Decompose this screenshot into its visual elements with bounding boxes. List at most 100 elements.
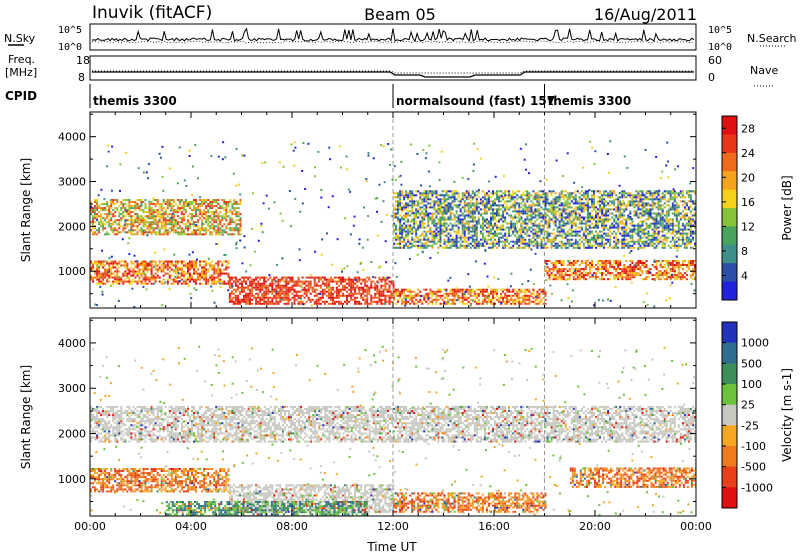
echo-cell — [581, 204, 583, 206]
echo-cell — [137, 227, 139, 229]
echo-cell — [314, 279, 316, 281]
echo-cell — [163, 263, 165, 265]
echo-cell — [338, 277, 340, 279]
echo-cell — [462, 233, 464, 235]
echo-cell — [508, 243, 510, 245]
echo-cell — [215, 215, 217, 217]
echo-cell — [646, 278, 648, 280]
echo-cell — [565, 210, 567, 212]
echo-cell — [277, 295, 279, 297]
echo-cell — [490, 247, 492, 249]
echo-cell — [415, 229, 417, 231]
echo-cell — [354, 297, 356, 299]
echo-cell — [692, 262, 694, 264]
echo-cell — [401, 299, 403, 301]
echo-cell — [559, 192, 561, 194]
echo-cell — [621, 278, 623, 280]
echo-cell — [692, 264, 694, 266]
echo-cell — [514, 204, 516, 206]
echo-cell — [350, 281, 352, 283]
echo-cell — [633, 272, 635, 274]
echo-cell — [589, 206, 591, 208]
echo-cell — [506, 233, 508, 235]
echo-cell — [411, 229, 413, 231]
echo-cell — [496, 204, 498, 206]
echo-cell — [145, 279, 147, 281]
echo-cell — [191, 275, 193, 277]
echo-cell — [646, 266, 648, 268]
echo-cell — [227, 261, 229, 263]
echo-cell — [593, 198, 595, 200]
echo-cell — [526, 245, 528, 247]
echo-cell — [332, 301, 334, 303]
echo-cell — [350, 289, 352, 291]
echo-cell — [686, 266, 688, 268]
echo-cell — [332, 295, 334, 297]
echo-cell — [435, 190, 437, 192]
echo-cell — [466, 192, 468, 194]
echo-cell — [169, 219, 171, 221]
echo-cell — [466, 223, 468, 225]
echo-cell — [585, 278, 587, 280]
echo-cell — [506, 299, 508, 301]
echo-cell — [366, 299, 368, 301]
echo-cell — [680, 272, 682, 274]
freq-tick-high: 18 — [76, 54, 90, 67]
echo-cell — [607, 268, 609, 270]
echo-cell — [486, 210, 488, 212]
echo-cell — [516, 221, 518, 223]
echo-cell — [466, 299, 468, 301]
echo-cell — [294, 281, 296, 283]
echo-cell — [197, 205, 199, 207]
echo-cell — [480, 200, 482, 202]
echo-cell — [267, 287, 269, 289]
echo-cell — [472, 245, 474, 247]
echo-cell — [448, 196, 450, 198]
echo-cell — [442, 194, 444, 196]
echo-cell — [334, 291, 336, 293]
echo-cell — [116, 201, 118, 203]
echo-cell — [593, 208, 595, 210]
echo-cell — [520, 231, 522, 233]
echo-cell — [151, 275, 153, 277]
echo-cell — [374, 277, 376, 279]
echo-cell — [161, 283, 163, 285]
echo-cell — [569, 270, 571, 272]
echo-cell — [94, 199, 96, 201]
echo-cell — [399, 295, 401, 297]
echo-cell — [370, 281, 372, 283]
echo-cell — [219, 273, 221, 275]
echo-cell — [462, 303, 464, 305]
echo-cell — [488, 299, 490, 301]
nave-tick-high: 60 — [708, 54, 722, 67]
echo-cell — [183, 231, 185, 233]
echo-cell — [440, 206, 442, 208]
echo-cell — [110, 273, 112, 275]
echo-cell — [413, 295, 415, 297]
echo-cell — [141, 265, 143, 267]
echo-cell — [433, 241, 435, 243]
echo-cell — [488, 223, 490, 225]
echo-cell — [201, 271, 203, 273]
echo-cell — [579, 245, 581, 247]
date-title: 16/Aug/2011 — [594, 5, 697, 24]
echo-cell — [589, 272, 591, 274]
nave-tick-low: 0 — [708, 71, 715, 84]
echo-cell — [563, 260, 565, 262]
echo-cell — [132, 229, 134, 231]
echo-cell — [149, 277, 151, 279]
echo-cell — [217, 265, 219, 267]
echo-cell — [625, 272, 627, 274]
echo-cell — [440, 295, 442, 297]
echo-cell — [466, 210, 468, 212]
echo-cell — [597, 202, 599, 204]
echo-cell — [415, 303, 417, 305]
echo-cell — [231, 283, 233, 285]
echo-cell — [526, 289, 528, 291]
echo-cell — [215, 269, 217, 271]
echo-cell — [569, 268, 571, 270]
echo-cell — [478, 217, 480, 219]
echo-cell — [324, 277, 326, 279]
echo-cell — [308, 299, 310, 301]
echo-cell — [579, 239, 581, 241]
